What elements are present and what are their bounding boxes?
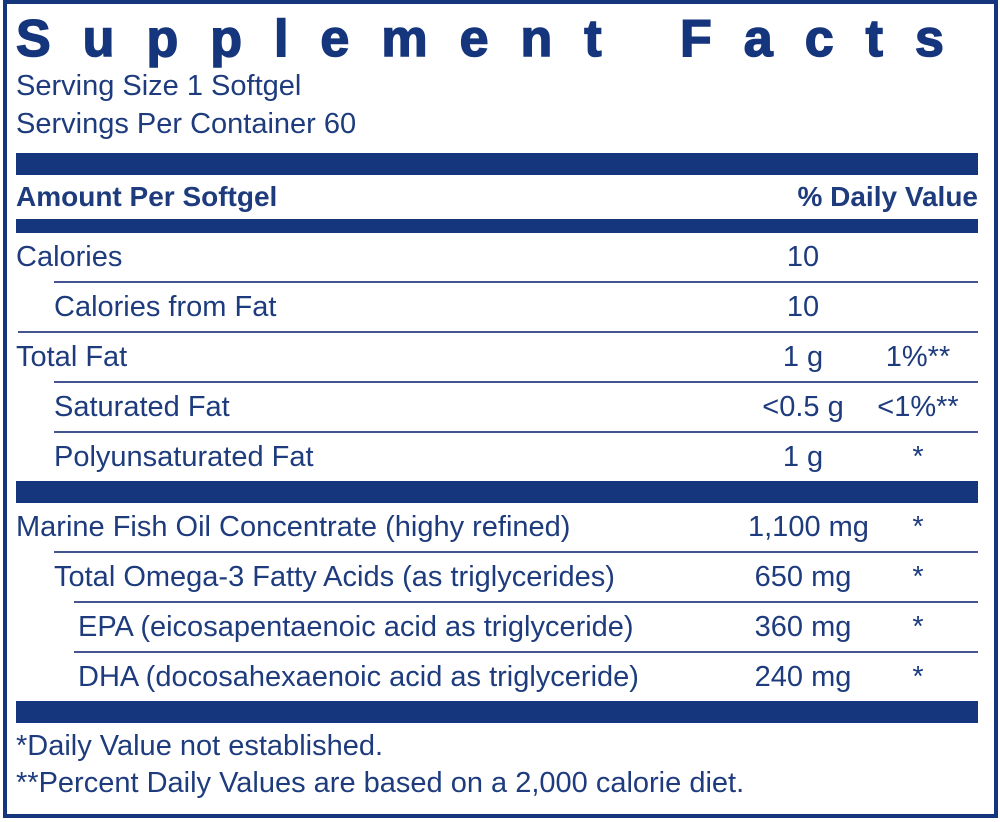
nutrient-amount: 240 mg bbox=[754, 660, 852, 693]
table-row: Calories from Fat 10 bbox=[16, 283, 978, 331]
table-row: Saturated Fat <0.5 g <1%** bbox=[16, 383, 978, 431]
nutrient-name: EPA (eicosapentaenoic acid as triglyceri… bbox=[78, 610, 634, 643]
nutrient-name: Marine Fish Oil Concentrate (highy refin… bbox=[16, 510, 571, 543]
serving-size: Serving Size 1 Softgel bbox=[16, 70, 302, 103]
table-row: DHA (docosahexaenoic acid as triglycerid… bbox=[16, 653, 978, 701]
table-row: Calories 10 bbox=[16, 233, 978, 281]
nutrient-name: Saturated Fat bbox=[54, 390, 230, 423]
footnotes: *Daily Value not established. **Percent … bbox=[16, 723, 978, 802]
table-row: Polyunsaturated Fat 1 g * bbox=[16, 433, 978, 481]
row-separator bbox=[54, 431, 978, 434]
row-separator bbox=[74, 601, 978, 604]
row-separator bbox=[54, 551, 978, 554]
nutrient-name: Polyunsaturated Fat bbox=[54, 440, 314, 473]
table-row: Total Fat 1 g 1%** bbox=[16, 333, 978, 381]
nutrient-dv: 1%** bbox=[885, 340, 951, 373]
nutrient-amount: 1 g bbox=[782, 440, 824, 473]
table-header-row: Amount Per Softgel % Daily Value bbox=[16, 175, 978, 219]
divider-bar-thick bbox=[16, 481, 978, 504]
nutrient-dv: * bbox=[912, 440, 924, 473]
row-separator bbox=[54, 281, 978, 284]
nutrient-name: Total Fat bbox=[16, 340, 128, 373]
row-separator bbox=[74, 651, 978, 654]
nutrient-amount: 1 g bbox=[782, 340, 824, 373]
footnote-percent-dv-basis: **Percent Daily Values are based on a 2,… bbox=[16, 767, 745, 800]
nutrient-name: Calories from Fat bbox=[54, 290, 277, 323]
amount-per-softgel-header: Amount Per Softgel bbox=[16, 181, 278, 213]
nutrient-dv: * bbox=[912, 510, 924, 543]
nutrient-amount: 650 mg bbox=[754, 560, 852, 593]
nutrient-dv: * bbox=[912, 610, 924, 643]
daily-value-header: % Daily Value bbox=[797, 181, 978, 213]
nutrient-dv: <1%** bbox=[877, 390, 959, 423]
divider-bar-thin bbox=[16, 219, 978, 234]
table-row: EPA (eicosapentaenoic acid as triglyceri… bbox=[16, 603, 978, 651]
divider-bar-thick bbox=[16, 153, 978, 176]
table-row: Total Omega-3 Fatty Acids (as triglyceri… bbox=[16, 553, 978, 601]
row-separator bbox=[54, 381, 978, 384]
divider-bar-thick bbox=[16, 701, 978, 724]
nutrient-amount: 1,100 mg bbox=[748, 510, 869, 543]
servings-per-container: Servings Per Container 60 bbox=[16, 108, 357, 141]
nutrient-name: DHA (docosahexaenoic acid as triglycerid… bbox=[78, 660, 639, 693]
nutrient-amount: 10 bbox=[786, 240, 820, 273]
footnote-dv-not-established: *Daily Value not established. bbox=[16, 730, 384, 763]
nutrient-amount: 10 bbox=[786, 290, 820, 323]
label-title: Supplement Facts bbox=[15, 10, 976, 68]
supplement-facts-label: Supplement Facts Serving Size 1 Softgel … bbox=[3, 0, 998, 818]
nutrient-amount: 360 mg bbox=[754, 610, 852, 643]
nutrient-dv: * bbox=[912, 560, 924, 593]
nutrient-name: Calories bbox=[16, 240, 123, 273]
nutrient-amount: <0.5 g bbox=[762, 390, 844, 423]
nutrient-dv: * bbox=[912, 660, 924, 693]
row-separator bbox=[18, 331, 978, 334]
table-row: Marine Fish Oil Concentrate (highy refin… bbox=[16, 503, 978, 551]
nutrient-name: Total Omega-3 Fatty Acids (as triglyceri… bbox=[54, 560, 615, 593]
